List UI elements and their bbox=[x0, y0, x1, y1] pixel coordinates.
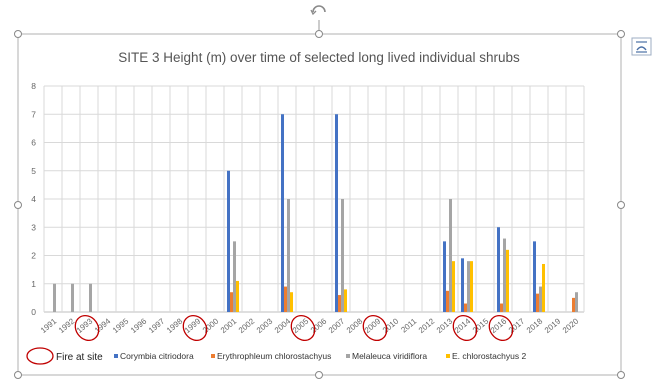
resize-handle-right[interactable] bbox=[617, 201, 625, 209]
resize-handle-top[interactable] bbox=[315, 30, 323, 38]
bar bbox=[536, 293, 539, 312]
resize-handle-top-right[interactable] bbox=[617, 30, 625, 38]
bar bbox=[467, 261, 470, 312]
fire-marker bbox=[290, 314, 316, 342]
resize-handle-bottom[interactable] bbox=[315, 371, 323, 379]
legend-label: Corymbia citriodora bbox=[120, 351, 194, 361]
bar bbox=[341, 199, 344, 312]
legend-swatch bbox=[211, 354, 215, 358]
bar bbox=[500, 303, 503, 312]
bar bbox=[452, 261, 455, 312]
bar bbox=[236, 280, 239, 312]
fire-marker bbox=[488, 314, 514, 342]
chart-frame bbox=[17, 33, 622, 376]
y-tick-label: 6 bbox=[31, 138, 36, 148]
bars bbox=[53, 114, 578, 312]
bar bbox=[506, 249, 509, 312]
bar bbox=[53, 283, 56, 312]
y-tick-label: 4 bbox=[31, 194, 36, 204]
fire-marker bbox=[182, 314, 208, 342]
chart-title: SITE 3 Height (m) over time of selected … bbox=[118, 50, 520, 65]
bar bbox=[572, 297, 575, 312]
fire-legend-label: Fire at site bbox=[56, 352, 103, 363]
legend-label: Melaleuca viridiflora bbox=[352, 351, 427, 361]
bar bbox=[533, 241, 536, 312]
y-tick-label: 0 bbox=[31, 307, 36, 317]
bar bbox=[335, 114, 338, 312]
legend: Fire at site Corymbia citriodora Erythrop… bbox=[26, 347, 526, 365]
bar bbox=[443, 241, 446, 312]
y-tick-label: 7 bbox=[31, 109, 36, 119]
bar bbox=[503, 238, 506, 312]
resize-handle-top-left[interactable] bbox=[14, 30, 22, 38]
rotate-handle-icon[interactable] bbox=[310, 5, 326, 34]
y-tick-label: 3 bbox=[31, 222, 36, 232]
bar bbox=[71, 283, 74, 312]
bar bbox=[464, 303, 467, 312]
legend-swatch bbox=[346, 354, 350, 358]
bar bbox=[575, 292, 578, 312]
bar bbox=[227, 170, 230, 312]
bar bbox=[539, 286, 542, 312]
legend-label: E. chlorostachyus 2 bbox=[452, 351, 526, 361]
legend-swatch bbox=[114, 354, 118, 358]
legend-swatch bbox=[446, 354, 450, 358]
bar bbox=[338, 295, 341, 312]
bar bbox=[287, 199, 290, 312]
fire-legend-marker bbox=[26, 347, 54, 365]
bar bbox=[446, 290, 449, 312]
layout-options-icon[interactable] bbox=[631, 37, 652, 56]
bar bbox=[284, 286, 287, 312]
y-tick-label: 2 bbox=[31, 251, 36, 261]
bar bbox=[281, 114, 284, 312]
fire-marker bbox=[74, 314, 100, 342]
bar bbox=[470, 261, 473, 312]
bar bbox=[233, 241, 236, 312]
legend-label: Erythrophleum chlorostachyus bbox=[217, 351, 331, 361]
fire-marker bbox=[362, 314, 388, 342]
y-tick-label: 8 bbox=[31, 81, 36, 91]
bar bbox=[461, 258, 464, 312]
gridlines bbox=[43, 85, 585, 313]
y-axis-ticks: 0 1 2 3 4 5 6 7 8 bbox=[31, 81, 36, 317]
fire-marker bbox=[452, 314, 478, 342]
bar bbox=[230, 292, 233, 312]
resize-handle-left[interactable] bbox=[14, 201, 22, 209]
fire-markers bbox=[74, 314, 514, 342]
bar bbox=[497, 227, 500, 312]
bar bbox=[89, 283, 92, 312]
y-tick-label: 1 bbox=[31, 279, 36, 289]
resize-handle-bottom-left[interactable] bbox=[14, 371, 22, 379]
bar bbox=[542, 263, 545, 312]
bar bbox=[290, 292, 293, 312]
bar bbox=[344, 289, 347, 312]
resize-handle-bottom-right[interactable] bbox=[617, 371, 625, 379]
bar bbox=[449, 199, 452, 312]
y-tick-label: 5 bbox=[31, 166, 36, 176]
